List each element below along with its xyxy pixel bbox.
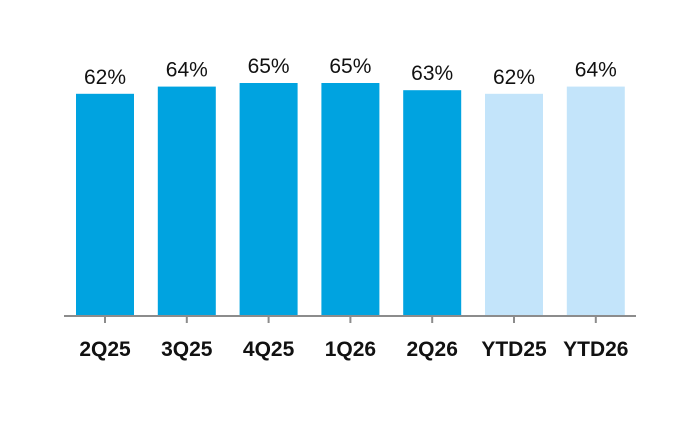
x-tick-label-3q25: 3Q25 <box>161 338 213 361</box>
value-label-ytd26: 64% <box>575 59 617 82</box>
x-tick-label-4q25: 4Q25 <box>243 338 295 361</box>
value-label-3q25: 64% <box>166 59 208 82</box>
bar-3q25 <box>157 86 216 316</box>
x-tick-group <box>104 316 597 323</box>
x-tick-label-group: 2Q25 3Q25 4Q25 1Q26 2Q26 YTD25 YTD26 <box>79 338 628 361</box>
value-label-ytd25: 62% <box>493 66 535 89</box>
value-label-group: 62% 64% 65% 65% 63% 62% 64% <box>84 55 617 89</box>
x-tick-label-2q26: 2Q26 <box>407 338 458 361</box>
bar-ytd25 <box>485 93 543 316</box>
x-tick-label-ytd26: YTD26 <box>563 338 628 361</box>
bar-group <box>76 83 625 316</box>
bar-2q25 <box>76 93 134 316</box>
value-label-1q26: 65% <box>329 55 371 78</box>
value-label-2q26: 63% <box>411 62 453 85</box>
x-tick-label-2q25: 2Q25 <box>79 338 131 361</box>
bar-ytd26 <box>566 86 625 316</box>
x-tick-label-1q26: 1Q26 <box>325 338 376 361</box>
value-label-4q25: 65% <box>248 55 290 78</box>
bar-2q26 <box>403 90 462 316</box>
x-tick-label-ytd25: YTD25 <box>481 338 547 361</box>
bar-4q25 <box>239 83 298 316</box>
bar-1q26 <box>321 83 380 316</box>
value-label-2q25: 62% <box>84 66 126 89</box>
